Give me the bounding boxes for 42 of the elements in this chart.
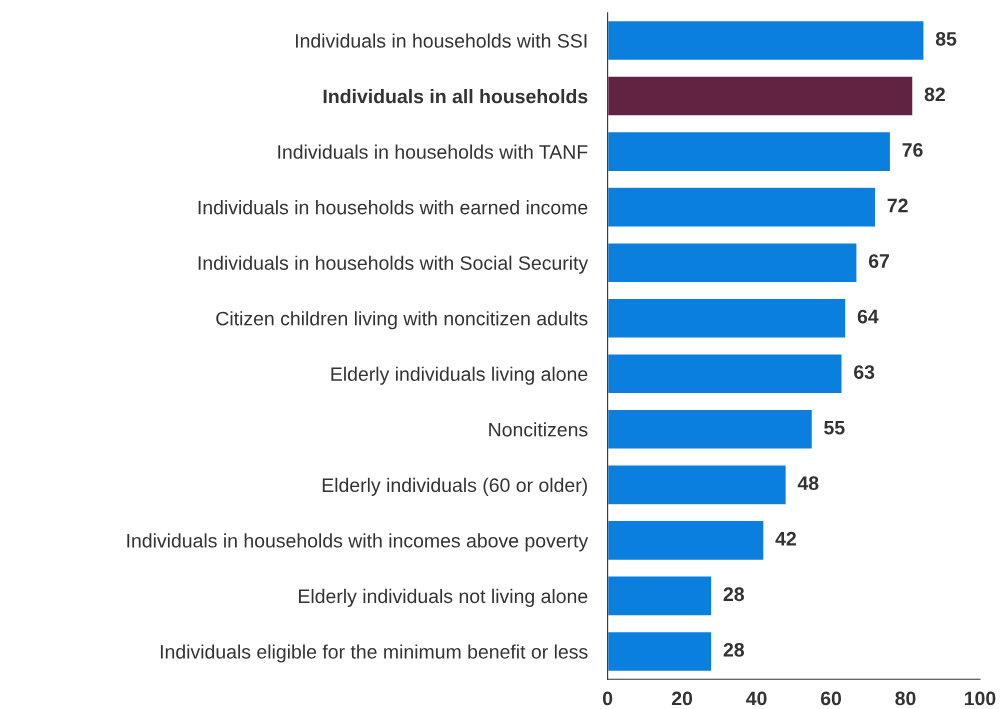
x-tick-label: 40 xyxy=(746,691,767,706)
bar xyxy=(607,19,925,62)
y-tick-label: Individuals in households with SSI xyxy=(295,33,587,48)
bar xyxy=(607,575,713,617)
y-tick-label: Individuals eligible for the minimum benefit or less xyxy=(160,644,588,663)
data-label: 76 xyxy=(902,143,923,157)
y-tick-label: Individuals in households with incomes above poverty xyxy=(127,533,589,552)
bar xyxy=(607,464,788,506)
y-tick-label: Individuals in households with Social Security xyxy=(198,255,589,274)
bar xyxy=(607,630,713,673)
y-tick-label: Elderly individuals living alone xyxy=(331,366,588,385)
y-tick-label: Individuals in households with earned income xyxy=(198,200,588,215)
y-tick-label: Noncitizens xyxy=(489,422,588,437)
y-tick-label: Elderly individuals (60 or older) xyxy=(322,477,587,496)
data-label: 28 xyxy=(723,587,745,602)
data-label: 82 xyxy=(924,87,945,102)
x-tick-label: 60 xyxy=(820,691,842,706)
bar xyxy=(607,297,847,339)
data-label: 64 xyxy=(857,309,879,324)
bar xyxy=(607,519,765,562)
bar xyxy=(607,75,914,117)
bar xyxy=(607,130,892,173)
y-tick-label: Elderly individuals not living alone xyxy=(299,588,588,607)
data-label: 42 xyxy=(775,531,796,546)
x-tick-label: 100 xyxy=(964,691,996,706)
x-tick-label: 0 xyxy=(602,691,613,706)
data-label: 48 xyxy=(797,476,819,491)
x-tick-label: 80 xyxy=(895,691,916,706)
bar xyxy=(607,241,858,284)
data-label: 63 xyxy=(854,365,875,380)
data-label: 67 xyxy=(868,254,889,268)
y-tick-label: Individuals in all households xyxy=(323,89,588,104)
bar xyxy=(607,408,814,450)
y-tick-label: Individuals in households with TANF xyxy=(278,144,588,159)
data-label: 72 xyxy=(887,198,908,213)
y-tick-label: Citizen children living with noncitizen adults xyxy=(216,311,588,330)
data-label: 28 xyxy=(723,642,745,657)
x-tick-label: 20 xyxy=(671,691,693,706)
bar xyxy=(607,186,877,228)
bar xyxy=(607,353,843,395)
data-label: 85 xyxy=(935,31,957,46)
data-label: 55 xyxy=(824,420,845,435)
